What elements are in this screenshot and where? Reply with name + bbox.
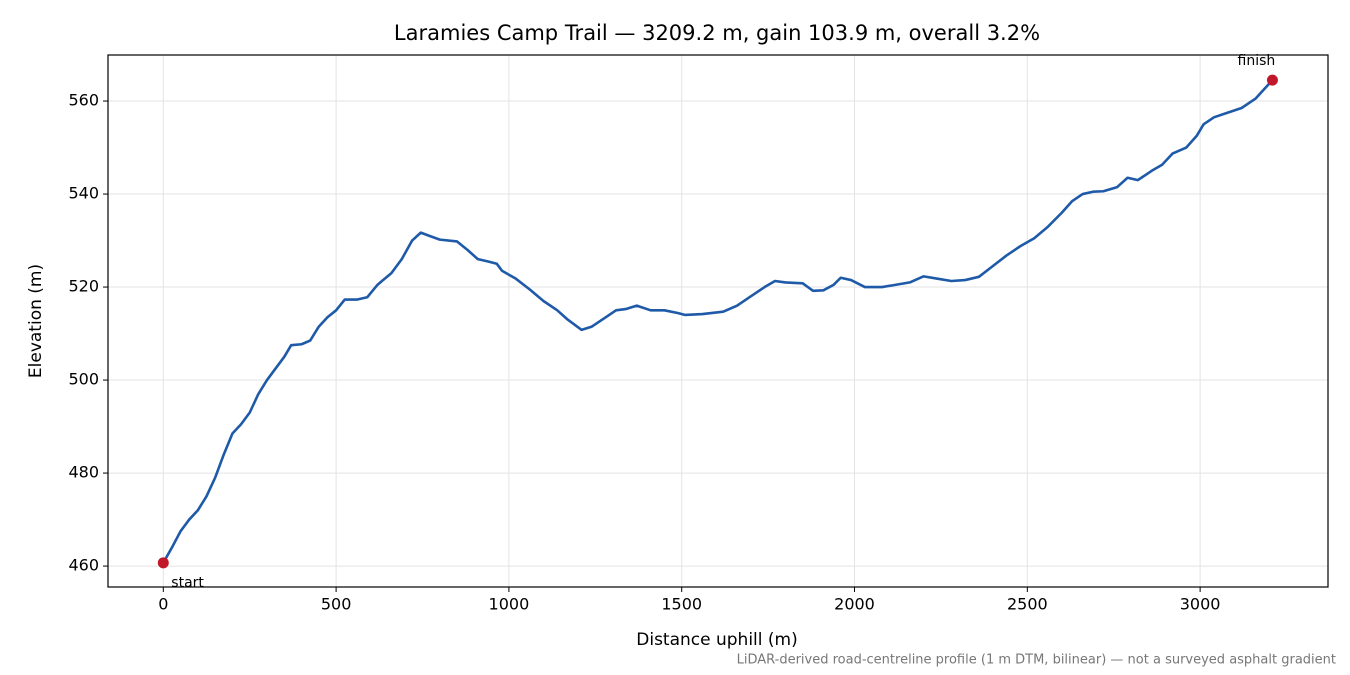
x-tick-label: 2500	[1007, 595, 1048, 614]
x-tick-label: 0	[158, 595, 168, 614]
x-tick-label: 2000	[834, 595, 875, 614]
plot-frame	[107, 54, 1329, 588]
x-axis-label: Distance uphill (m)	[636, 630, 797, 650]
endpoint-marker	[1266, 74, 1278, 86]
y-tick-label: 480	[68, 463, 99, 482]
endpoint-label: start	[171, 575, 204, 591]
y-tick-label: 560	[68, 91, 99, 110]
chart-title: Laramies Camp Trail — 3209.2 m, gain 103…	[394, 21, 1040, 45]
y-axis-label: Elevation (m)	[26, 264, 46, 378]
line	[162, 79, 1274, 564]
x-tick-label: 1500	[661, 595, 702, 614]
x-tick-label: 500	[321, 595, 352, 614]
x-tick-label: 3000	[1180, 595, 1221, 614]
x-tick-label: 1000	[489, 595, 530, 614]
endpoint-marker	[157, 557, 169, 569]
y-tick-label: 540	[68, 184, 99, 203]
endpoint-label: finish	[1238, 53, 1276, 69]
note: LiDAR-derived road-centreline profile (1…	[737, 653, 1336, 668]
y-tick-label: 520	[68, 277, 99, 296]
y-tick-label: 460	[68, 556, 99, 575]
y-tick-label: 500	[68, 370, 99, 389]
